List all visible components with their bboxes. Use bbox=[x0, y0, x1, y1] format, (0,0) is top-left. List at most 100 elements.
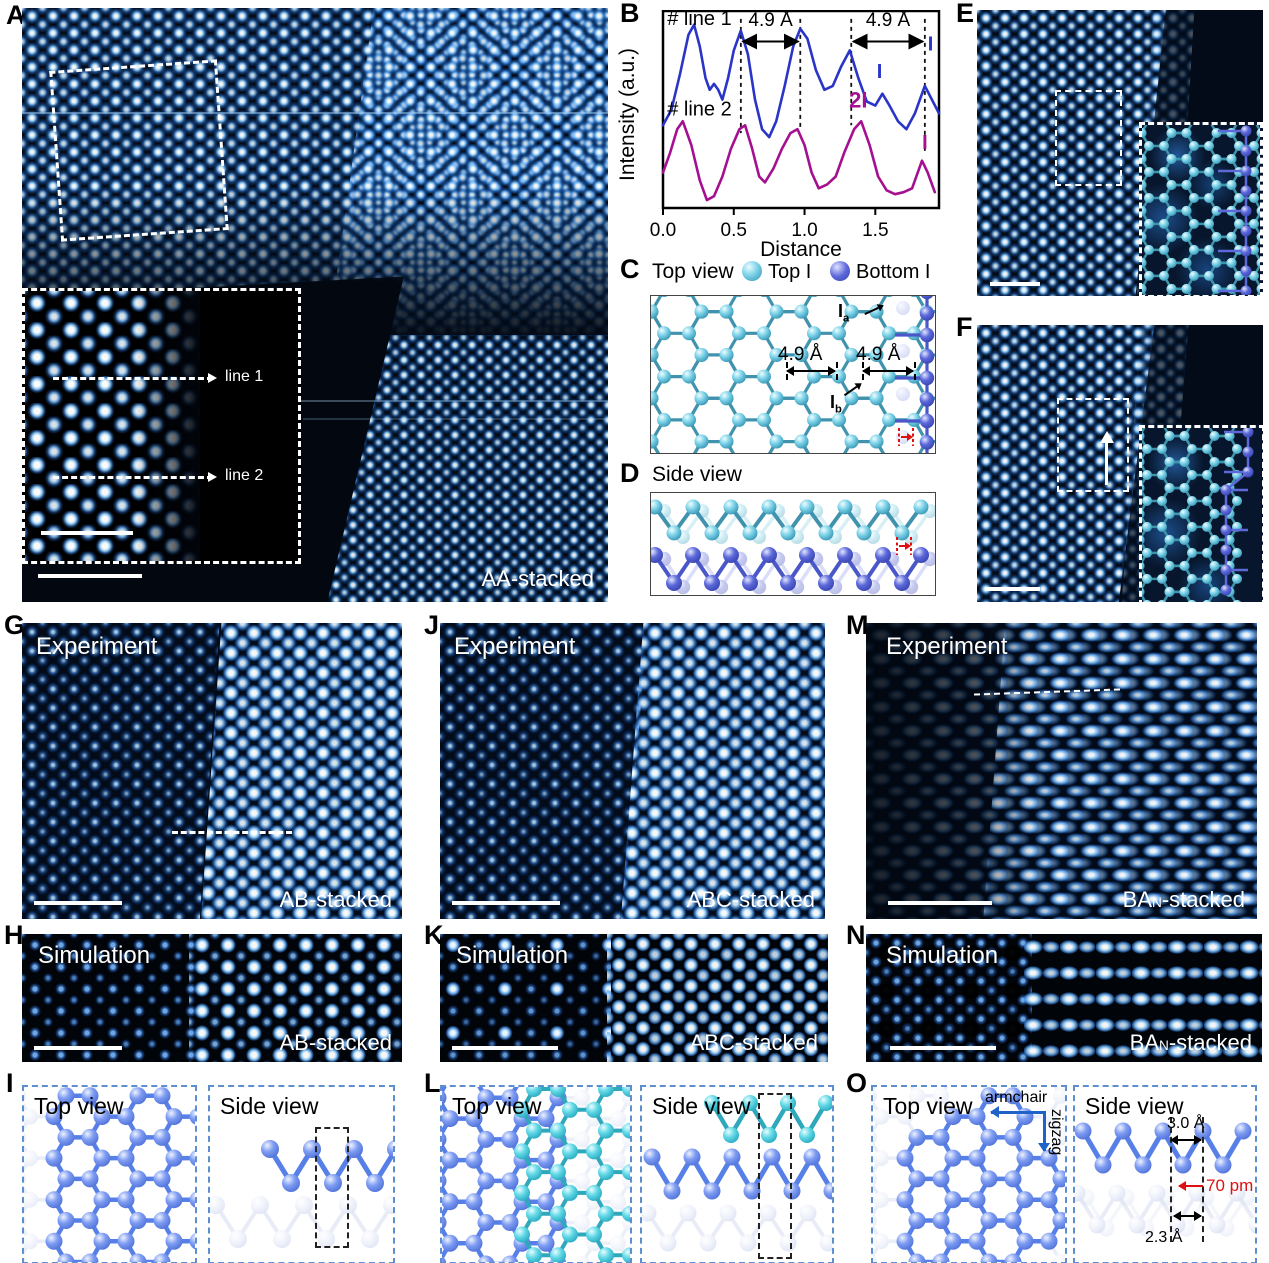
simulation-image-AB: Simulation AB-stacked bbox=[22, 934, 402, 1062]
inset-zoom-box: line 1 line 2 bbox=[22, 288, 301, 564]
scale-bar bbox=[888, 901, 992, 905]
ABC-top-view-svg bbox=[442, 1087, 630, 1262]
scan-streak bbox=[291, 400, 608, 402]
svg-text:4.9 Å: 4.9 Å bbox=[866, 10, 911, 31]
scale-bar bbox=[452, 1046, 558, 1050]
dim-dashed-line bbox=[1202, 1117, 1204, 1242]
line2-dashed-arrow bbox=[53, 472, 217, 482]
inset-lattice-svg bbox=[1142, 125, 1260, 295]
side-view-model bbox=[650, 492, 936, 596]
scale-bar bbox=[890, 1046, 996, 1050]
simulation-tag: Simulation bbox=[456, 942, 569, 969]
svg-text:I: I bbox=[922, 132, 928, 154]
stem-image-AB-experiment: Experiment AB-stacked bbox=[22, 623, 402, 919]
dim-tick bbox=[862, 362, 864, 380]
inset-overlay-box bbox=[1139, 425, 1263, 602]
stack-label-BAN: BAN-stacked bbox=[1122, 887, 1245, 912]
fade-overlay bbox=[133, 291, 200, 561]
legend-bottom-label: Bottom I bbox=[856, 261, 931, 283]
panel-letter-N: N bbox=[846, 920, 866, 950]
line1-dashed-arrow bbox=[53, 373, 217, 383]
dim-tick bbox=[786, 362, 788, 380]
unit-cell-dashed-box bbox=[315, 1127, 349, 1248]
sim-lattice-dim bbox=[440, 934, 611, 1062]
dark-overlay bbox=[866, 623, 1042, 919]
AB-top-view-svg bbox=[24, 1087, 195, 1262]
simulation-image-BAN: Simulation BAN-stacked bbox=[866, 934, 1262, 1062]
AB-side-view-box: Side view bbox=[208, 1085, 395, 1263]
panel-letter-D: D bbox=[620, 458, 640, 488]
inset-lattice-svg bbox=[1142, 428, 1254, 602]
dim-arrow-1 bbox=[786, 366, 836, 376]
stem-image-BAN-experiment: Experiment BAN-stacked bbox=[866, 623, 1257, 919]
zigzag-label: zigzag bbox=[1048, 1109, 1065, 1156]
experiment-tag: Experiment bbox=[454, 633, 576, 660]
BAN-side-view-svg bbox=[1075, 1122, 1255, 1237]
y-axis-label: Intensity (a.u.) bbox=[616, 47, 639, 181]
svg-text:# line 2: # line 2 bbox=[667, 98, 732, 120]
top-view-title: Top view bbox=[34, 1093, 124, 1119]
armchair-arrow bbox=[990, 1106, 1043, 1117]
roi-dashed-box bbox=[1055, 90, 1122, 186]
top-view-title: Top view bbox=[883, 1093, 973, 1119]
legend-top-label: Top I bbox=[768, 261, 812, 283]
stack-label-AB: AB-stacked bbox=[279, 887, 393, 912]
svg-text:4.9 Å: 4.9 Å bbox=[748, 10, 793, 31]
roi-dashed-box bbox=[49, 59, 229, 242]
dim-4p9-label-1: 4.9 Å bbox=[778, 344, 823, 365]
top-view-lattice-svg bbox=[651, 296, 935, 453]
intensity-profile-chart: # line 1 # line 2 4.9 Å 4.9 Å I I 2I I 0.0 0.5 1.0… bbox=[650, 10, 941, 241]
dim-tick bbox=[914, 362, 916, 380]
panel-letter-G: G bbox=[4, 610, 26, 640]
sim-lattice-dim bbox=[866, 934, 1033, 1062]
scan-streak bbox=[303, 418, 608, 420]
svg-text:0.0: 0.0 bbox=[650, 220, 676, 241]
line1-label: line 1 bbox=[225, 368, 264, 385]
atom-Ib-label: Ib bbox=[830, 392, 842, 416]
legend-top-iodine-icon bbox=[742, 261, 762, 281]
sim-lattice-dim bbox=[22, 934, 197, 1062]
ABC-side-view-box: Side view bbox=[640, 1085, 834, 1263]
side-view-title: Side view bbox=[220, 1093, 319, 1119]
stack-label-AA: AA-stacked bbox=[481, 566, 595, 591]
stem-image-F bbox=[977, 325, 1263, 602]
panel-letter-K: K bbox=[424, 920, 444, 950]
shift-70pm-label: 70 pm bbox=[1206, 1176, 1254, 1195]
scale-bar bbox=[34, 1046, 122, 1050]
panel-letter-I: I bbox=[6, 1068, 14, 1098]
panel-letter-J: J bbox=[424, 610, 440, 640]
scale-bar bbox=[452, 901, 560, 905]
sim-lattice-bright bbox=[1024, 934, 1262, 1062]
panel-letter-L: L bbox=[424, 1068, 441, 1098]
svg-text:1.0: 1.0 bbox=[791, 220, 817, 241]
scan-streak bbox=[22, 112, 608, 114]
experiment-tag: Experiment bbox=[36, 633, 158, 660]
dim-2p3-label: 2.3 Å bbox=[1145, 1229, 1183, 1246]
sim-lattice-bright bbox=[606, 934, 828, 1062]
simulation-image-ABC: Simulation ABC-stacked bbox=[440, 934, 828, 1062]
dim-3p0-arrow bbox=[1170, 1135, 1202, 1145]
scale-bar bbox=[34, 901, 122, 905]
ABC-side-view-svg bbox=[642, 1095, 832, 1252]
inset-lattice-layer bbox=[25, 291, 200, 561]
inset-haze bbox=[1142, 428, 1262, 602]
panel-letter-O: O bbox=[846, 1068, 868, 1098]
stem-lattice-layer bbox=[977, 10, 1166, 296]
scale-bar bbox=[38, 574, 142, 578]
ABC-top-view-box: Top view bbox=[440, 1085, 632, 1263]
scale-bar bbox=[41, 531, 133, 535]
stem-lattice-bright bbox=[620, 623, 825, 919]
panel-letter-H: H bbox=[4, 920, 24, 950]
dim-dashed-line bbox=[1170, 1117, 1172, 1242]
panel-letter-C: C bbox=[620, 254, 640, 284]
line2-label: line 2 bbox=[225, 467, 264, 484]
dim-4p9-label-2: 4.9 Å bbox=[856, 344, 901, 365]
AB-top-view-box: Top view bbox=[22, 1085, 197, 1263]
atom-Ia-label: Ia bbox=[838, 301, 850, 325]
dim-2p3-arrow bbox=[1173, 1211, 1202, 1221]
svg-text:I: I bbox=[928, 33, 934, 55]
unit-cell-dashed-box bbox=[758, 1093, 792, 1259]
stem-lattice-bright bbox=[200, 623, 402, 919]
shift-70pm-arrow bbox=[1178, 1181, 1203, 1191]
